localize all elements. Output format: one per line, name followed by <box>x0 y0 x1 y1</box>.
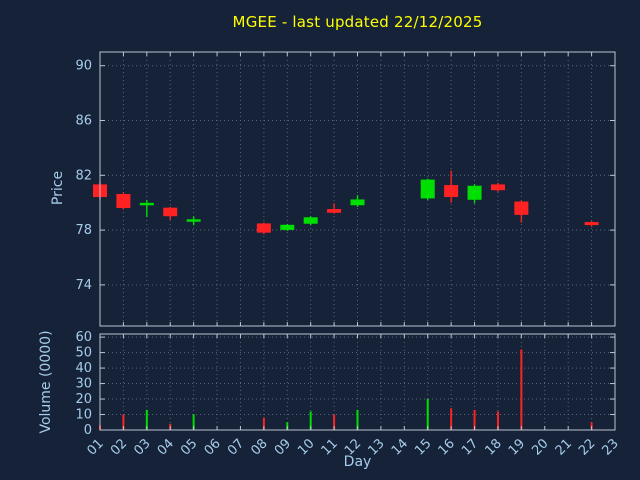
tick-label: 30 <box>75 377 92 392</box>
day-axis-label: Day <box>343 454 372 470</box>
tick-label: 74 <box>75 278 92 293</box>
tick-label: 82 <box>75 168 92 183</box>
candle-day-11 <box>327 203 342 214</box>
candle-day-09 <box>280 223 295 231</box>
candle-day-04 <box>163 206 178 220</box>
tick-label: 60 <box>75 330 92 345</box>
candle-day-05 <box>186 216 201 226</box>
tick-label: 20 <box>75 392 92 407</box>
tick-label: 40 <box>75 361 92 376</box>
gridlines <box>99 52 616 431</box>
candles <box>93 170 599 235</box>
axes <box>99 51 616 431</box>
candle-day-16 <box>444 170 459 203</box>
tick-label: 86 <box>75 114 92 129</box>
candle-day-02 <box>116 192 131 210</box>
volume-axis-label: Volume (0000) <box>38 330 54 434</box>
tick-label: 10 <box>75 408 92 423</box>
tick-label: 50 <box>75 346 92 361</box>
candle-day-12 <box>350 195 365 207</box>
price-axis-label: Price <box>50 170 66 206</box>
volume-bars <box>99 349 593 430</box>
tick-label: 0 <box>84 423 92 438</box>
candle-day-17 <box>467 184 482 204</box>
candle-day-22 <box>584 221 599 227</box>
tick-label: 78 <box>75 223 92 238</box>
tick-label: 90 <box>75 59 92 74</box>
candle-day-10 <box>303 216 318 226</box>
candle-day-19 <box>514 200 529 223</box>
candle-day-15 <box>420 178 435 200</box>
candle-day-18 <box>490 182 505 192</box>
candle-day-08 <box>256 222 271 235</box>
candle-day-03 <box>139 199 154 218</box>
chart-title: MGEE - last updated 22/12/2025 <box>232 13 483 31</box>
